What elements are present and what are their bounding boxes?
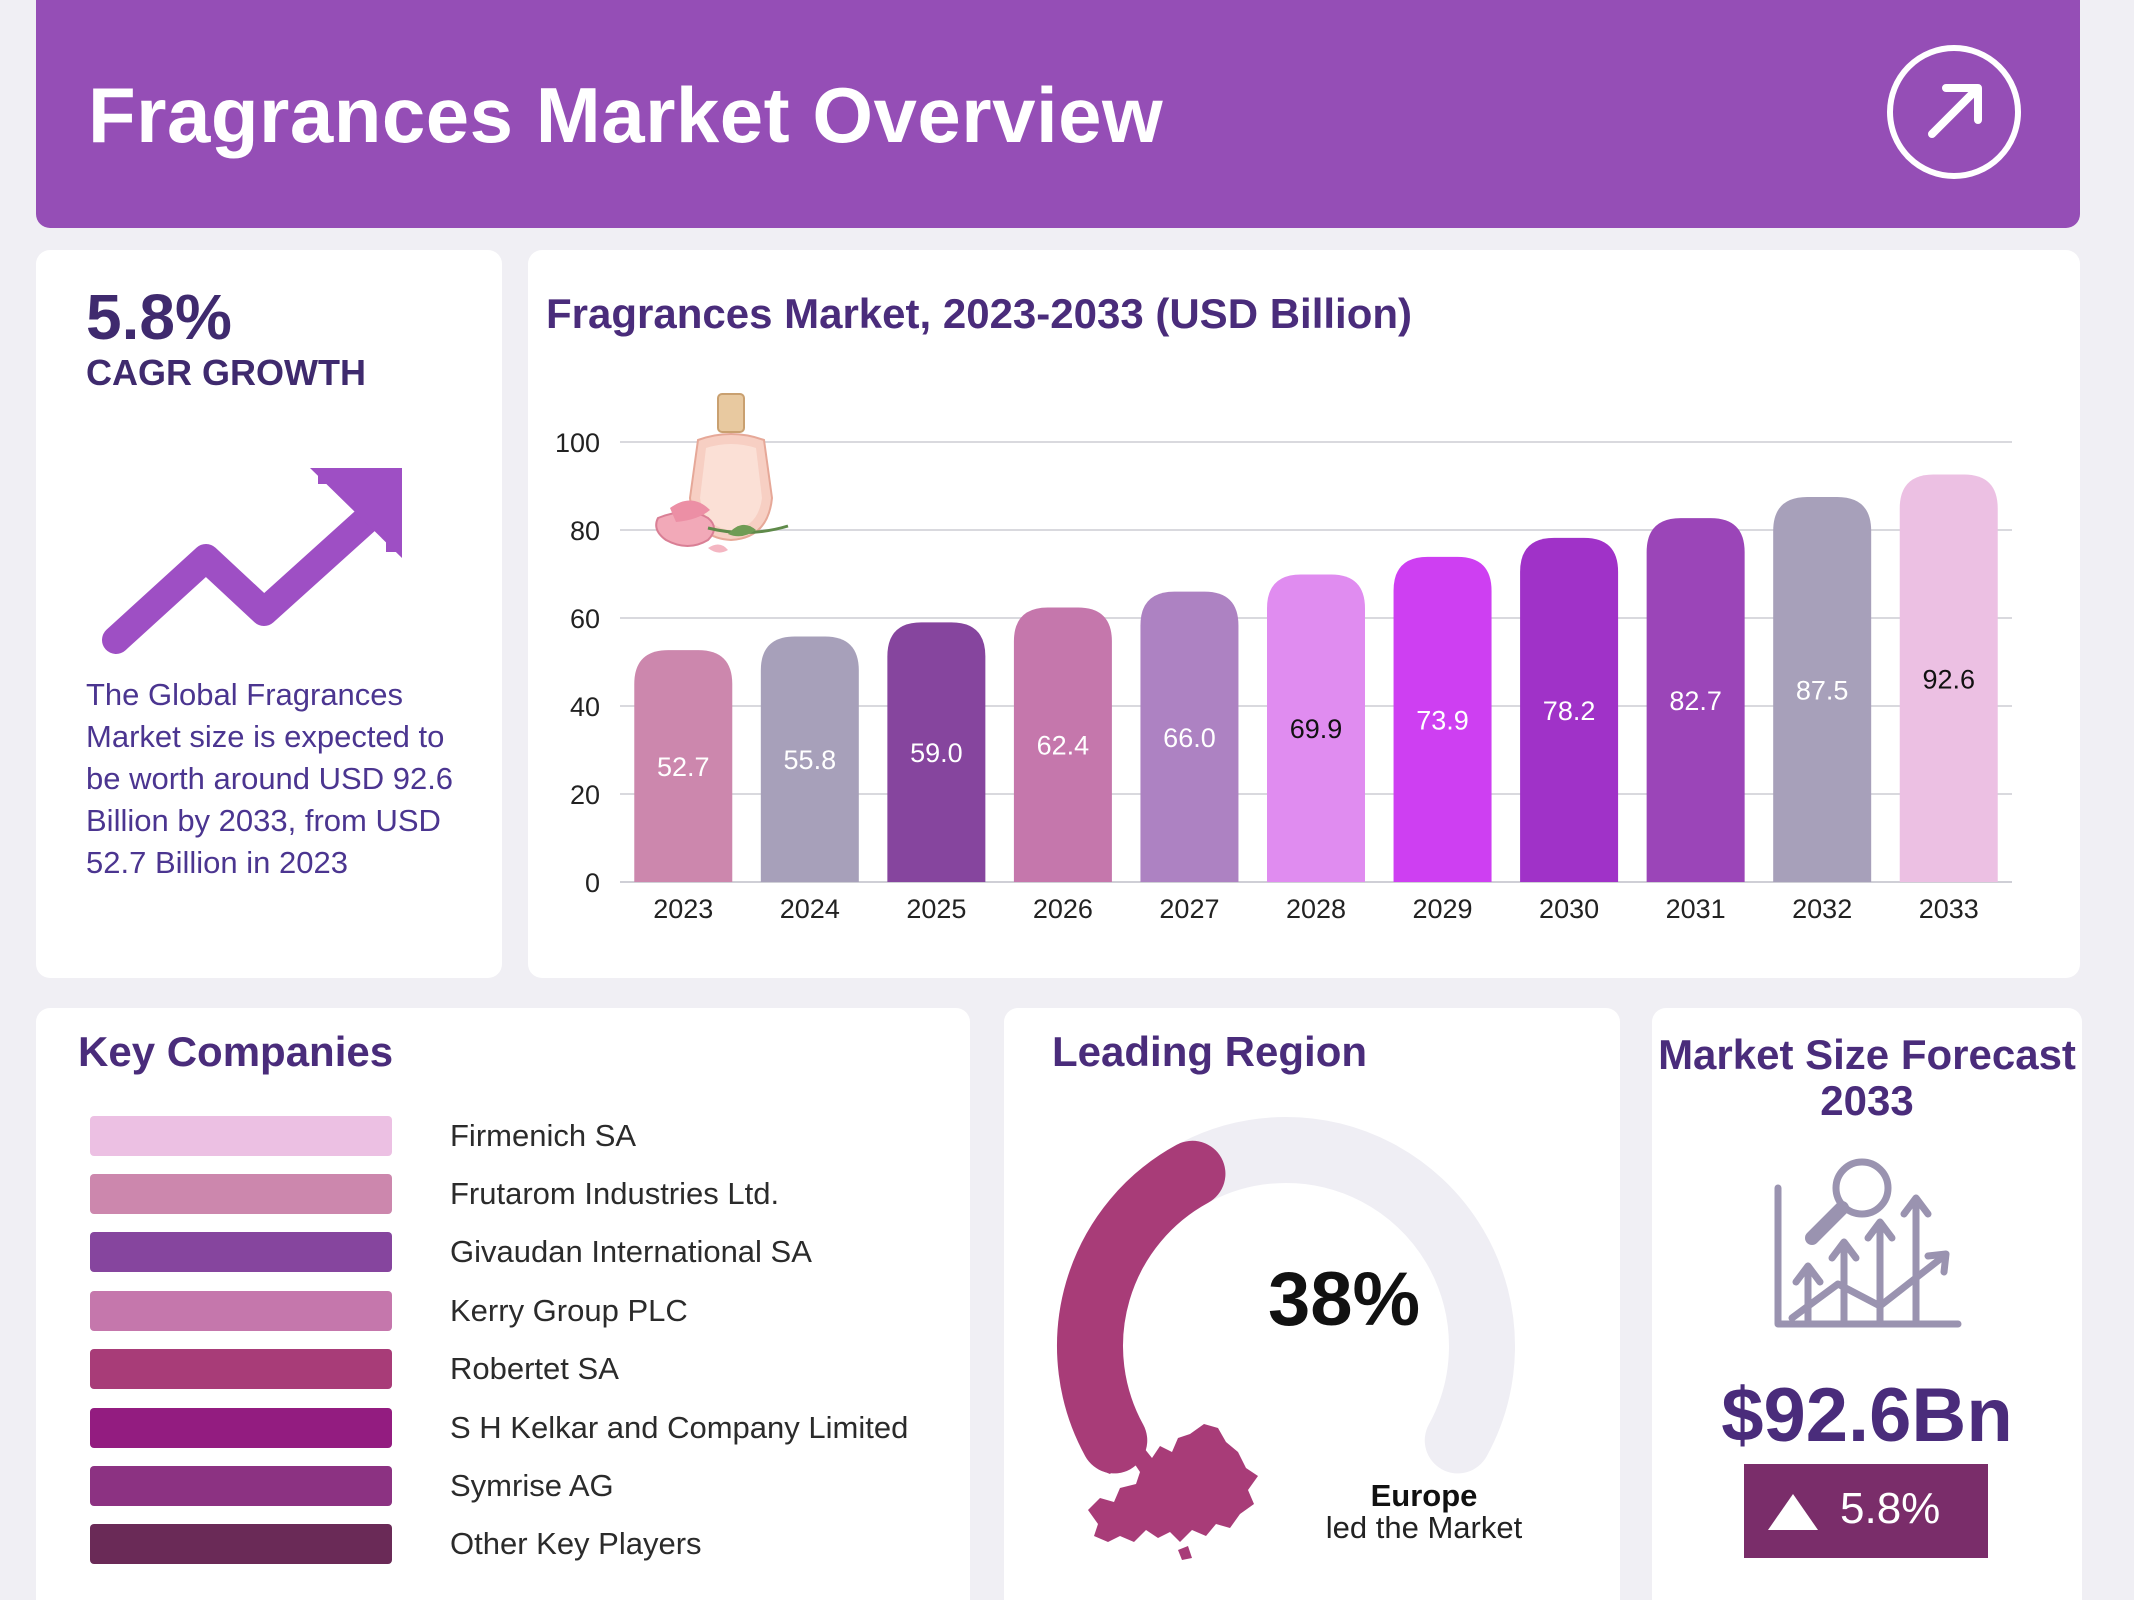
leading-region-title: Leading Region [1052,1028,1367,1075]
company-name: Kerry Group PLC [450,1293,688,1328]
arrow-up-right-icon[interactable] [1884,42,2024,182]
company-name: Givaudan International SA [450,1234,812,1269]
europe-map-icon [1088,1424,1258,1560]
bar-2023 [634,650,733,882]
y-tick-label: 80 [570,516,600,546]
bar-2026 [1013,607,1112,882]
forecast-value: $92.6Bn [1721,1373,2013,1458]
x-tick-label: 2025 [906,894,966,924]
bar-2033 [1899,474,1998,882]
company-name: Other Key Players [450,1526,702,1561]
region-share-value: 38% [1267,1257,1421,1342]
cagr-label: CAGR GROWTH [86,352,366,393]
bar-2032 [1773,497,1872,882]
bar-2031 [1646,518,1745,882]
bar-value-label: 92.6 [1922,664,1975,694]
key-companies-card: Key Companies Firmenich SA Frutarom Indu… [36,1008,970,1600]
x-tick-label: 2027 [1159,894,1219,924]
bar-2029 [1393,556,1492,882]
bar-chart: 52.7 55.8 59.0 62.4 66.0 69.9 73.9 78.2 82.7 87.5… [555,393,2012,924]
gauge-fill [1057,1140,1226,1474]
company-name: Firmenich SA [450,1118,637,1153]
bar-2028 [1267,574,1365,882]
y-tick-label: 40 [570,692,600,722]
cagr-description: The Global Fragrances Market size is exp… [86,677,454,880]
bar-2027 [1140,591,1239,882]
triangle-up-icon [1768,1494,1818,1530]
growth-badge: 5.8% [1744,1464,1988,1558]
x-tick-label: 2024 [780,894,840,924]
x-tick-label: 2026 [1033,894,1093,924]
growth-badge-value: 5.8% [1840,1484,1941,1533]
x-tick-label: 2028 [1286,894,1346,924]
bar-value-label: 52.7 [657,752,710,782]
company-swatch [90,1291,392,1331]
region-name: Europe [1370,1478,1478,1513]
market-growth-analysis-icon [1774,1158,1962,1328]
bar-value-label: 82.7 [1669,686,1722,716]
chart-title: Fragrances Market, 2023-2033 (USD Billio… [546,290,1413,337]
bar-value-label: 87.5 [1796,676,1849,706]
header-banner: Fragrances Market Overview [36,0,2080,228]
key-companies-title: Key Companies [78,1028,394,1075]
company-swatch [90,1466,392,1506]
forecast-title: Market Size Forecast 2033 [1658,1031,2076,1124]
bar-2030 [1520,537,1619,882]
company-swatch [90,1349,392,1389]
company-swatch [90,1116,392,1156]
y-tick-label: 100 [555,428,600,458]
y-tick-label: 20 [570,780,600,810]
page-title: Fragrances Market Overview [88,71,1164,159]
company-name: Frutarom Industries Ltd. [450,1176,780,1211]
bar-value-label: 62.4 [1037,731,1090,761]
forecast-card: Market Size Forecast 2033 $92.6Bn 5.8% [1652,1008,2082,1600]
bar-value-label: 69.9 [1290,714,1343,744]
company-name: S H Kelkar and Company Limited [450,1410,909,1445]
bar-2025 [887,622,986,882]
bar-value-label: 78.2 [1543,696,1596,726]
y-tick-label: 60 [570,604,600,634]
company-swatch [90,1524,392,1564]
y-tick-label: 0 [585,868,600,898]
market-chart-card: Fragrances Market, 2023-2033 (USD Billio… [528,250,2080,978]
x-tick-label: 2029 [1413,894,1473,924]
region-share-gauge [1057,1117,1515,1560]
leading-region-card: Leading Region 38% Europe led the Market [1004,1008,1620,1600]
x-tick-label: 2033 [1919,894,1979,924]
x-tick-label: 2023 [653,894,713,924]
x-tick-label: 2032 [1792,894,1852,924]
company-swatch [90,1232,392,1272]
cagr-card: 5.8% CAGR GROWTH The Global Fragrances M… [36,250,502,978]
bar-2024 [760,636,859,882]
x-tick-label: 2030 [1539,894,1599,924]
bar-value-label: 59.0 [910,738,963,768]
region-subtitle: led the Market [1325,1510,1523,1545]
perfume-bottle-rose-icon [655,393,789,553]
company-name: Symrise AG [450,1468,614,1503]
trend-up-arrow-icon [102,468,402,654]
cagr-value: 5.8% [86,281,232,353]
company-name: Robertet SA [450,1351,619,1386]
company-swatch [90,1174,392,1214]
bar-value-label: 55.8 [784,745,837,775]
company-swatch [90,1408,392,1448]
bar-value-label: 73.9 [1416,705,1469,735]
x-tick-label: 2031 [1666,894,1726,924]
bar-value-label: 66.0 [1163,723,1216,753]
